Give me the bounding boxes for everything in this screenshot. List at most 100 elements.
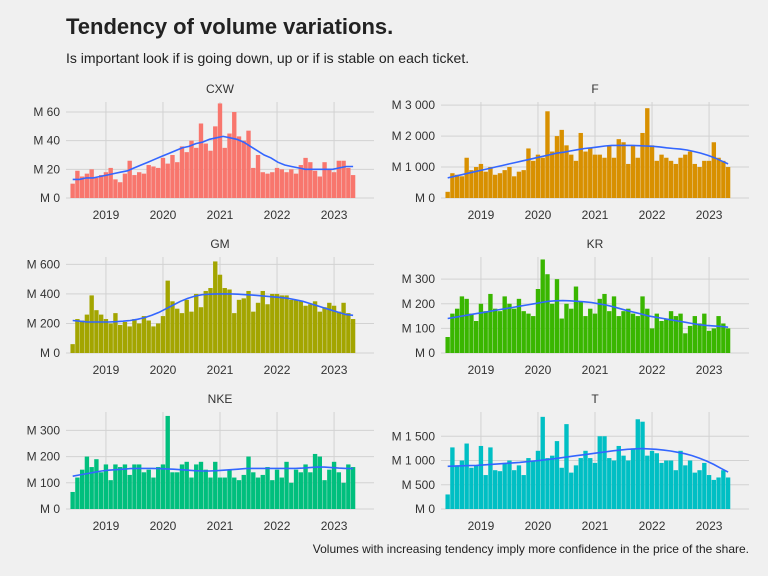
bar	[179, 146, 185, 198]
bar	[721, 323, 726, 353]
bar	[583, 450, 588, 509]
bar	[630, 313, 636, 353]
bar	[327, 469, 332, 509]
bar	[450, 447, 455, 509]
bar	[464, 157, 469, 198]
bar	[635, 157, 640, 198]
x-tick-label: 2022	[639, 208, 666, 222]
bar	[706, 160, 712, 198]
bar	[236, 299, 242, 353]
bar	[84, 173, 90, 198]
x-tick-label: 2019	[468, 208, 495, 222]
bar	[265, 304, 270, 353]
bar	[540, 157, 545, 198]
x-tick-label: 2019	[468, 363, 495, 377]
x-tick-label: 2021	[207, 208, 234, 222]
bar	[716, 477, 721, 509]
bar	[274, 469, 280, 509]
y-tick-label: M 300	[27, 423, 61, 437]
bar	[279, 169, 284, 198]
trend-line	[447, 299, 729, 328]
facet-label: CXW	[206, 82, 235, 96]
bar	[336, 160, 342, 198]
bar	[616, 445, 621, 509]
bar	[626, 163, 631, 198]
bar	[516, 298, 522, 353]
bar	[274, 293, 280, 353]
bar	[488, 167, 493, 198]
bar	[270, 293, 275, 353]
bar	[535, 154, 541, 198]
trend-line	[72, 135, 354, 181]
bar	[569, 308, 574, 353]
bar	[512, 176, 517, 198]
bar	[317, 176, 323, 198]
bar	[350, 467, 356, 509]
y-tick-label: M 1 000	[392, 160, 436, 174]
bar	[127, 326, 132, 353]
bar	[545, 274, 550, 353]
y-tick-label: M 100	[402, 321, 436, 335]
bar	[184, 461, 189, 509]
bar	[189, 311, 194, 353]
bars	[70, 261, 356, 353]
bar	[79, 469, 85, 509]
bar	[232, 477, 237, 509]
bar	[222, 477, 227, 509]
bar	[284, 172, 289, 198]
bar	[716, 157, 721, 198]
bar	[725, 477, 731, 509]
bar	[502, 170, 507, 198]
bar	[473, 321, 479, 353]
bar	[84, 456, 90, 509]
bar	[137, 172, 142, 198]
bar	[127, 160, 132, 198]
bar	[103, 172, 109, 198]
bar	[336, 472, 342, 509]
bar	[673, 316, 678, 353]
bar	[711, 142, 717, 198]
bar	[103, 464, 109, 509]
bar	[270, 172, 275, 198]
bar	[673, 163, 678, 198]
bar	[469, 313, 474, 353]
bar	[592, 313, 598, 353]
bar	[578, 132, 583, 198]
bar	[260, 290, 265, 353]
y-tick-label: M 100	[27, 476, 61, 490]
facet-gm: GM 2019 2020 2021 2022 2023 M 0 M 200 M 400 M 600	[27, 237, 374, 377]
bar	[331, 461, 337, 509]
bar	[616, 139, 621, 198]
bar	[246, 456, 251, 509]
bar	[156, 467, 161, 509]
bar	[75, 319, 80, 353]
bar	[507, 303, 512, 353]
bar	[550, 303, 555, 353]
bar	[175, 162, 180, 198]
bar	[588, 458, 593, 509]
bar	[122, 464, 128, 509]
bar	[293, 173, 299, 198]
bar	[289, 299, 294, 353]
bar	[246, 130, 251, 198]
bars	[445, 259, 731, 353]
bar	[341, 482, 346, 509]
bar	[497, 173, 503, 198]
bar	[255, 477, 261, 509]
bar	[531, 460, 536, 509]
bar	[222, 147, 227, 198]
bar	[194, 464, 199, 509]
bar	[583, 316, 588, 353]
bar	[156, 323, 161, 353]
bar	[521, 170, 526, 198]
y-tick-label: M 20	[33, 162, 60, 176]
bar	[450, 173, 455, 198]
facet-t: T 2019 2020 2021 2022 2023 M 0 M 500 M 1 000 M 1 …	[392, 392, 749, 533]
x-tick-label: 2022	[264, 363, 291, 377]
bar	[198, 461, 204, 509]
bar	[725, 328, 731, 353]
bar	[265, 467, 270, 509]
bar	[668, 160, 674, 198]
bar	[545, 458, 550, 509]
bar	[312, 453, 318, 509]
